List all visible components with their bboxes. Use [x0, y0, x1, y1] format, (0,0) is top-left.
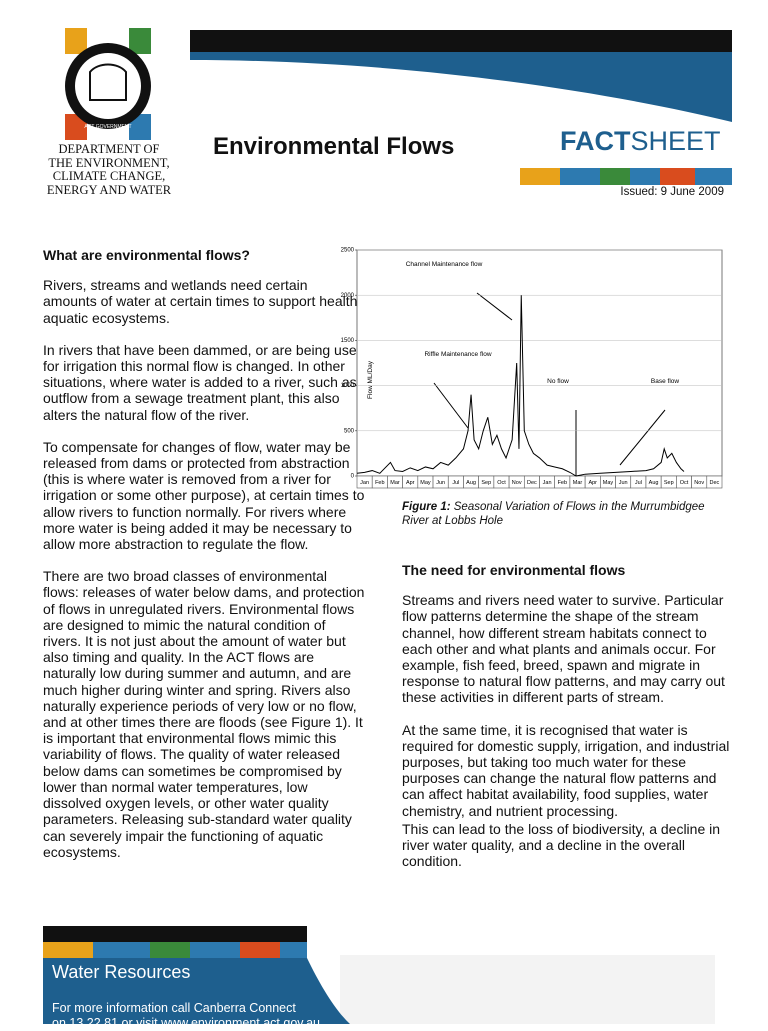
x-tick-label: Jul — [635, 480, 642, 486]
factsheet-bold: FACT — [560, 126, 631, 156]
y-axis-label: Flow ML/Day — [367, 360, 374, 399]
y-tick-label: 2500 — [341, 248, 355, 254]
annotation: Channel Maintenance flow — [406, 261, 483, 268]
x-tick-label: Oct — [680, 480, 689, 486]
left-column: What are environmental flows? Rivers, st… — [43, 247, 365, 876]
footer-bar — [43, 926, 307, 942]
y-tick-label: 1000 — [341, 383, 355, 389]
y-tick-label: 500 — [344, 428, 355, 434]
x-tick-label: May — [603, 480, 614, 486]
department-line: CLIMATE CHANGE, — [52, 169, 166, 183]
x-tick-label: Apr — [406, 480, 415, 486]
title: Environmental Flows — [213, 133, 455, 160]
heading: What are environmental flows? — [43, 247, 250, 263]
contact-line: For more information call Canberra Conne… — [52, 1001, 296, 1015]
paragraph: At the same time, it is recognised that … — [402, 721, 730, 819]
paragraph: There are two broad classes of environme… — [43, 568, 365, 860]
x-tick-label: May — [420, 480, 431, 486]
annotation: Base flow — [651, 378, 679, 385]
x-tick-label: Jul — [452, 480, 459, 486]
x-tick-label: Mar — [390, 480, 400, 486]
x-tick-label: Dec — [527, 480, 537, 486]
right-column: The need for environmental flows Streams… — [402, 562, 730, 885]
x-tick-label: Apr — [588, 480, 597, 486]
flow-line — [356, 295, 685, 477]
footer-strip — [43, 942, 307, 958]
caption-text: Seasonal Variation of Flows in the Murru… — [402, 501, 705, 527]
issued: Issued: 9 June 2009 — [620, 186, 724, 198]
factsheet-rest: SHEET — [630, 126, 721, 156]
header-swoosh — [190, 52, 732, 122]
y-tick-label: 2000 — [341, 293, 355, 299]
caption-label: Figure 1: — [402, 501, 451, 513]
figure-caption: Figure 1: Seasonal Variation of Flows in… — [402, 501, 732, 528]
footer-contact: For more information call Canberra Conne… — [52, 1001, 320, 1031]
department: DEPARTMENT OF THE ENVIRONMENT, CLIMATE C… — [30, 142, 188, 197]
x-tick-label: Dec — [710, 480, 720, 486]
x-tick-label: Feb — [375, 480, 384, 486]
y-tick-label: 0 — [351, 474, 355, 480]
x-tick-label: Aug — [466, 480, 476, 486]
x-tick-label: Nov — [694, 480, 704, 486]
department-line: THE ENVIRONMENT, — [48, 155, 170, 170]
annotation: Riffle Maintenance flow — [424, 351, 491, 358]
color-strip — [520, 168, 732, 185]
paragraph: Streams and rivers need water to survive… — [402, 592, 725, 706]
header-bar — [190, 30, 732, 52]
x-tick-label: Jan — [360, 480, 369, 486]
paragraph: This can lead to the loss of biodiversit… — [402, 820, 721, 870]
x-tick-cell — [706, 475, 723, 489]
paragraph: To compensate for changes of flow, water… — [43, 438, 365, 553]
x-tick-label: Jan — [543, 480, 552, 486]
heading: The need for environmental flows — [402, 562, 626, 578]
factsheet: FACTSHEET — [560, 126, 721, 157]
x-tick-label: Jun — [436, 480, 445, 486]
department-line: DEPARTMENT OF — [58, 142, 160, 156]
x-tick-label: Sep — [481, 480, 491, 486]
department-line: ENERGY AND WATER — [46, 182, 172, 197]
chart: Flow ML/Day Channel Maintenance flow Rif… — [341, 248, 723, 489]
x-tick-label: Nov — [512, 480, 522, 486]
annotation: No flow — [547, 378, 569, 385]
x-tick-label: Feb — [558, 480, 567, 486]
logo-text: ACT GOVERNMENT — [84, 124, 131, 130]
logo — [65, 28, 151, 140]
y-tick-label: 1500 — [341, 338, 355, 344]
footer-box — [43, 958, 350, 1024]
x-tick-label: Aug — [649, 480, 659, 486]
paragraph: Rivers, streams and wetlands need certai… — [43, 277, 365, 326]
x-tick-label: Mar — [573, 480, 583, 486]
x-tick-label: Jun — [619, 480, 628, 486]
annotation-lines — [433, 292, 666, 476]
footer-bg — [340, 955, 715, 1024]
footer-title: Water Resources — [52, 962, 191, 982]
paragraph: In rivers that have been dammed, or are … — [43, 341, 365, 423]
plot-frame — [356, 249, 723, 477]
x-tick-label: Oct — [497, 480, 506, 486]
x-tick-label: Sep — [664, 480, 674, 486]
